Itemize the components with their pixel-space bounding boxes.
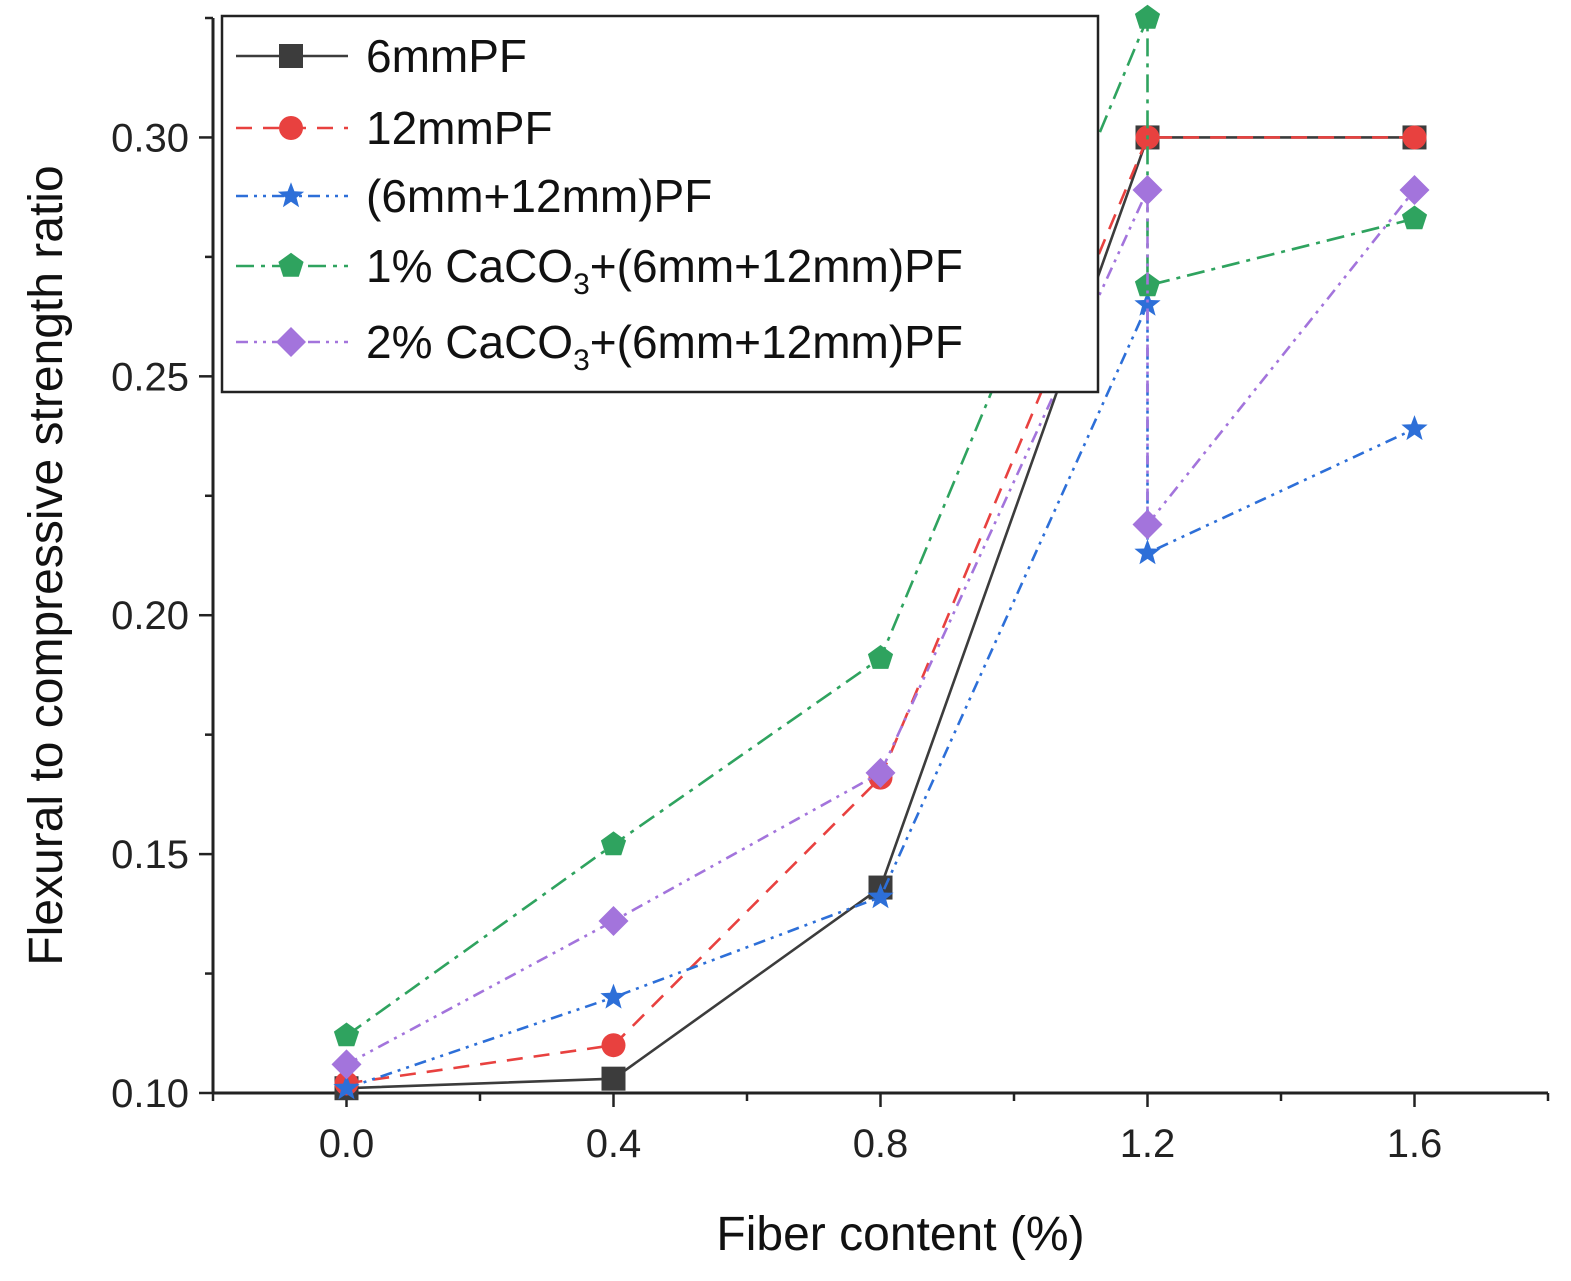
axes: 0.10 0.15 0.20 0.25 0.30 0.0 0.4 0.8 1.2 1.6 [111, 16, 1550, 1166]
data-point [277, 182, 305, 208]
data-point [601, 1033, 626, 1058]
data-point [600, 983, 627, 1009]
data-point [333, 1022, 360, 1047]
legend-box [220, 14, 1100, 394]
legend-item: 2% CaCO3+(6mm+12mm)PF [236, 316, 963, 377]
x-tick-label: 1.6 [1387, 1122, 1443, 1166]
x-tick-label: 0.0 [319, 1122, 375, 1166]
x-tick-label: 1.2 [1120, 1122, 1176, 1166]
legend-label-main: 6mmPF [366, 30, 527, 82]
legend-item: 12mmPF [236, 102, 553, 154]
series-group [331, 4, 1430, 1101]
legend-label: (6mm+12mm)PF [366, 170, 712, 222]
data-point [865, 757, 896, 788]
data-point [276, 327, 306, 357]
legend-label-subscript: 3 [573, 344, 590, 377]
x-tick-label: 0.4 [586, 1122, 642, 1166]
data-point [279, 116, 303, 140]
legend-label: 2% CaCO3+(6mm+12mm)PF [366, 316, 963, 377]
legend-label-main: 2% CaCO [366, 316, 573, 368]
legend-label-subscript: 3 [573, 268, 590, 301]
data-point [1402, 125, 1427, 150]
y-tick-label: 0.15 [111, 833, 189, 877]
data-point [867, 883, 894, 909]
legend-item: (6mm+12mm)PF [236, 170, 712, 222]
series [331, 175, 1430, 1080]
data-point [1399, 175, 1430, 205]
x-axis-title: Fiber content (%) [716, 1208, 1084, 1261]
y-tick-label: 0.30 [111, 116, 189, 160]
data-point [1132, 509, 1163, 540]
data-point [1401, 205, 1428, 230]
data-point [1134, 539, 1161, 565]
legend-label: 1% CaCO3+(6mm+12mm)PF [366, 240, 963, 301]
data-point [1134, 290, 1161, 316]
y-tick-label: 0.10 [111, 1072, 189, 1116]
legend-label-suffix: +(6mm+12mm)PF [590, 240, 963, 292]
data-point [279, 44, 303, 68]
series-line [346, 304, 1416, 1090]
series-line [345, 189, 1416, 1066]
legend-item: 6mmPF [236, 30, 527, 82]
data-point [1132, 175, 1163, 205]
y-tick-label: 0.25 [111, 355, 189, 399]
y-axis-title: Flexural to compressive strength ratio [20, 165, 73, 965]
legend-label-main: 1% CaCO [366, 240, 573, 292]
data-point [1134, 4, 1161, 29]
legend-label-main: (6mm+12mm)PF [366, 170, 712, 222]
legend-label: 6mmPF [366, 30, 527, 82]
series [333, 290, 1428, 1100]
legend-item: 1% CaCO3+(6mm+12mm)PF [236, 240, 963, 301]
y-tick-label: 0.20 [111, 594, 189, 638]
legend-label-main: 12mmPF [366, 102, 553, 154]
data-point [600, 831, 627, 856]
data-point [867, 645, 894, 669]
data-point [278, 252, 304, 277]
legend-label-suffix: +(6mm+12mm)PF [590, 316, 963, 368]
x-tick-label: 0.8 [853, 1122, 909, 1166]
data-point [601, 1066, 626, 1091]
data-point [598, 906, 629, 936]
legend-label: 12mmPF [366, 102, 553, 154]
data-point [1401, 415, 1428, 441]
data-point [333, 1074, 360, 1100]
data-point [331, 1049, 362, 1080]
